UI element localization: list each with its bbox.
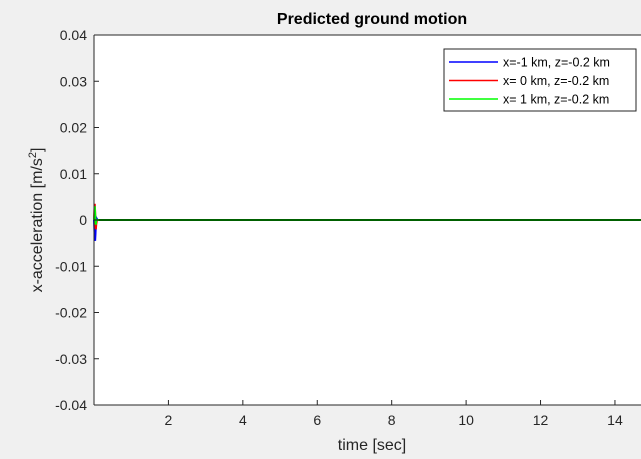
y-tick-label: 0.04 bbox=[60, 27, 87, 43]
x-ticks: 2 4 6 8 10 12 14 bbox=[165, 400, 623, 428]
x-tick-label: 8 bbox=[388, 412, 396, 428]
y-tick-label: 0.03 bbox=[60, 73, 87, 89]
chart-title: Predicted ground motion bbox=[277, 11, 467, 28]
legend-label-3: x= 1 km, z=-0.2 km bbox=[503, 93, 609, 107]
x-tick-label: 12 bbox=[533, 412, 549, 428]
legend: x=-1 km, z=-0.2 km x= 0 km, z=-0.2 km x= 1… bbox=[443, 48, 637, 112]
y-axis-label-suffix: ] bbox=[29, 148, 46, 152]
y-ticks: 0.04 0.03 0.02 0.01 0 -0.01 -0.02 -0.03 -0.04 bbox=[55, 27, 99, 413]
x-tick-label: 2 bbox=[165, 412, 173, 428]
legend-label-1: x=-1 km, z=-0.2 km bbox=[503, 56, 610, 70]
x-tick-label: 14 bbox=[607, 412, 623, 428]
y-tick-label: 0.02 bbox=[60, 120, 87, 136]
x-tick-label: 10 bbox=[458, 412, 474, 428]
legend-label-2: x= 0 km, z=-0.2 km bbox=[503, 74, 609, 88]
y-tick-label: -0.04 bbox=[55, 397, 87, 413]
y-tick-label: -0.03 bbox=[55, 351, 87, 367]
y-tick-label: 0 bbox=[79, 212, 87, 228]
x-axis-label: time [sec] bbox=[338, 437, 406, 454]
y-tick-label: 0.01 bbox=[60, 166, 87, 182]
y-axis-label: x-acceleration [m/s2] bbox=[27, 148, 46, 293]
y-axis-label-main: x-acceleration [m/s bbox=[29, 158, 46, 292]
y-tick-label: -0.02 bbox=[55, 305, 87, 321]
y-tick-label: -0.01 bbox=[55, 258, 87, 274]
x-tick-label: 6 bbox=[313, 412, 321, 428]
x-tick-label: 4 bbox=[239, 412, 247, 428]
y-axis-label-superscript: 2 bbox=[27, 152, 39, 158]
